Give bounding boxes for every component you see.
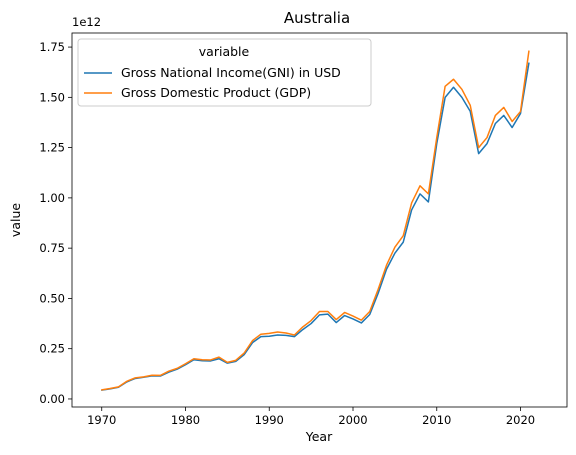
legend: variable Gross National Income(GNI) in U… bbox=[77, 38, 372, 107]
y-tick-label: 0.75 bbox=[39, 241, 65, 255]
series-line-gni bbox=[100, 62, 530, 391]
x-axis-title: Year bbox=[305, 429, 333, 444]
y-tick-label: 0.00 bbox=[39, 392, 65, 406]
y-tick-label: 0.25 bbox=[39, 342, 65, 356]
x-tick-label: 1990 bbox=[255, 413, 284, 427]
x-tick-label: 1970 bbox=[87, 413, 116, 427]
y-offset-label: 1e12 bbox=[72, 15, 101, 29]
legend-box bbox=[77, 38, 372, 107]
y-tick-label: 1.00 bbox=[39, 191, 65, 205]
x-tick-label: 2010 bbox=[422, 413, 451, 427]
y-tick-label: 0.50 bbox=[39, 291, 65, 305]
series-line-gdp bbox=[100, 50, 530, 391]
legend-label-gdp: Gross Domestic Product (GDP) bbox=[121, 85, 311, 100]
legend-label-gni: Gross National Income(GNI) in USD bbox=[121, 65, 341, 80]
x-tick-label: 2000 bbox=[338, 413, 367, 427]
y-tick-label: 1.50 bbox=[39, 90, 65, 104]
axes-layer: 1970 1980 1990 2000 2010 2020 0.00 0.25 0.50 0.75… bbox=[39, 40, 535, 427]
x-tick-label: 1980 bbox=[171, 413, 200, 427]
x-tick-label: 2020 bbox=[506, 413, 535, 427]
y-axis-title: value bbox=[8, 203, 23, 237]
chart-title: Australia bbox=[284, 9, 350, 27]
y-tick-label: 1.75 bbox=[39, 40, 65, 54]
series-layer bbox=[100, 50, 530, 391]
plot-frame bbox=[71, 32, 568, 408]
legend-title: variable bbox=[199, 44, 250, 59]
y-tick-label: 1.25 bbox=[39, 141, 65, 155]
